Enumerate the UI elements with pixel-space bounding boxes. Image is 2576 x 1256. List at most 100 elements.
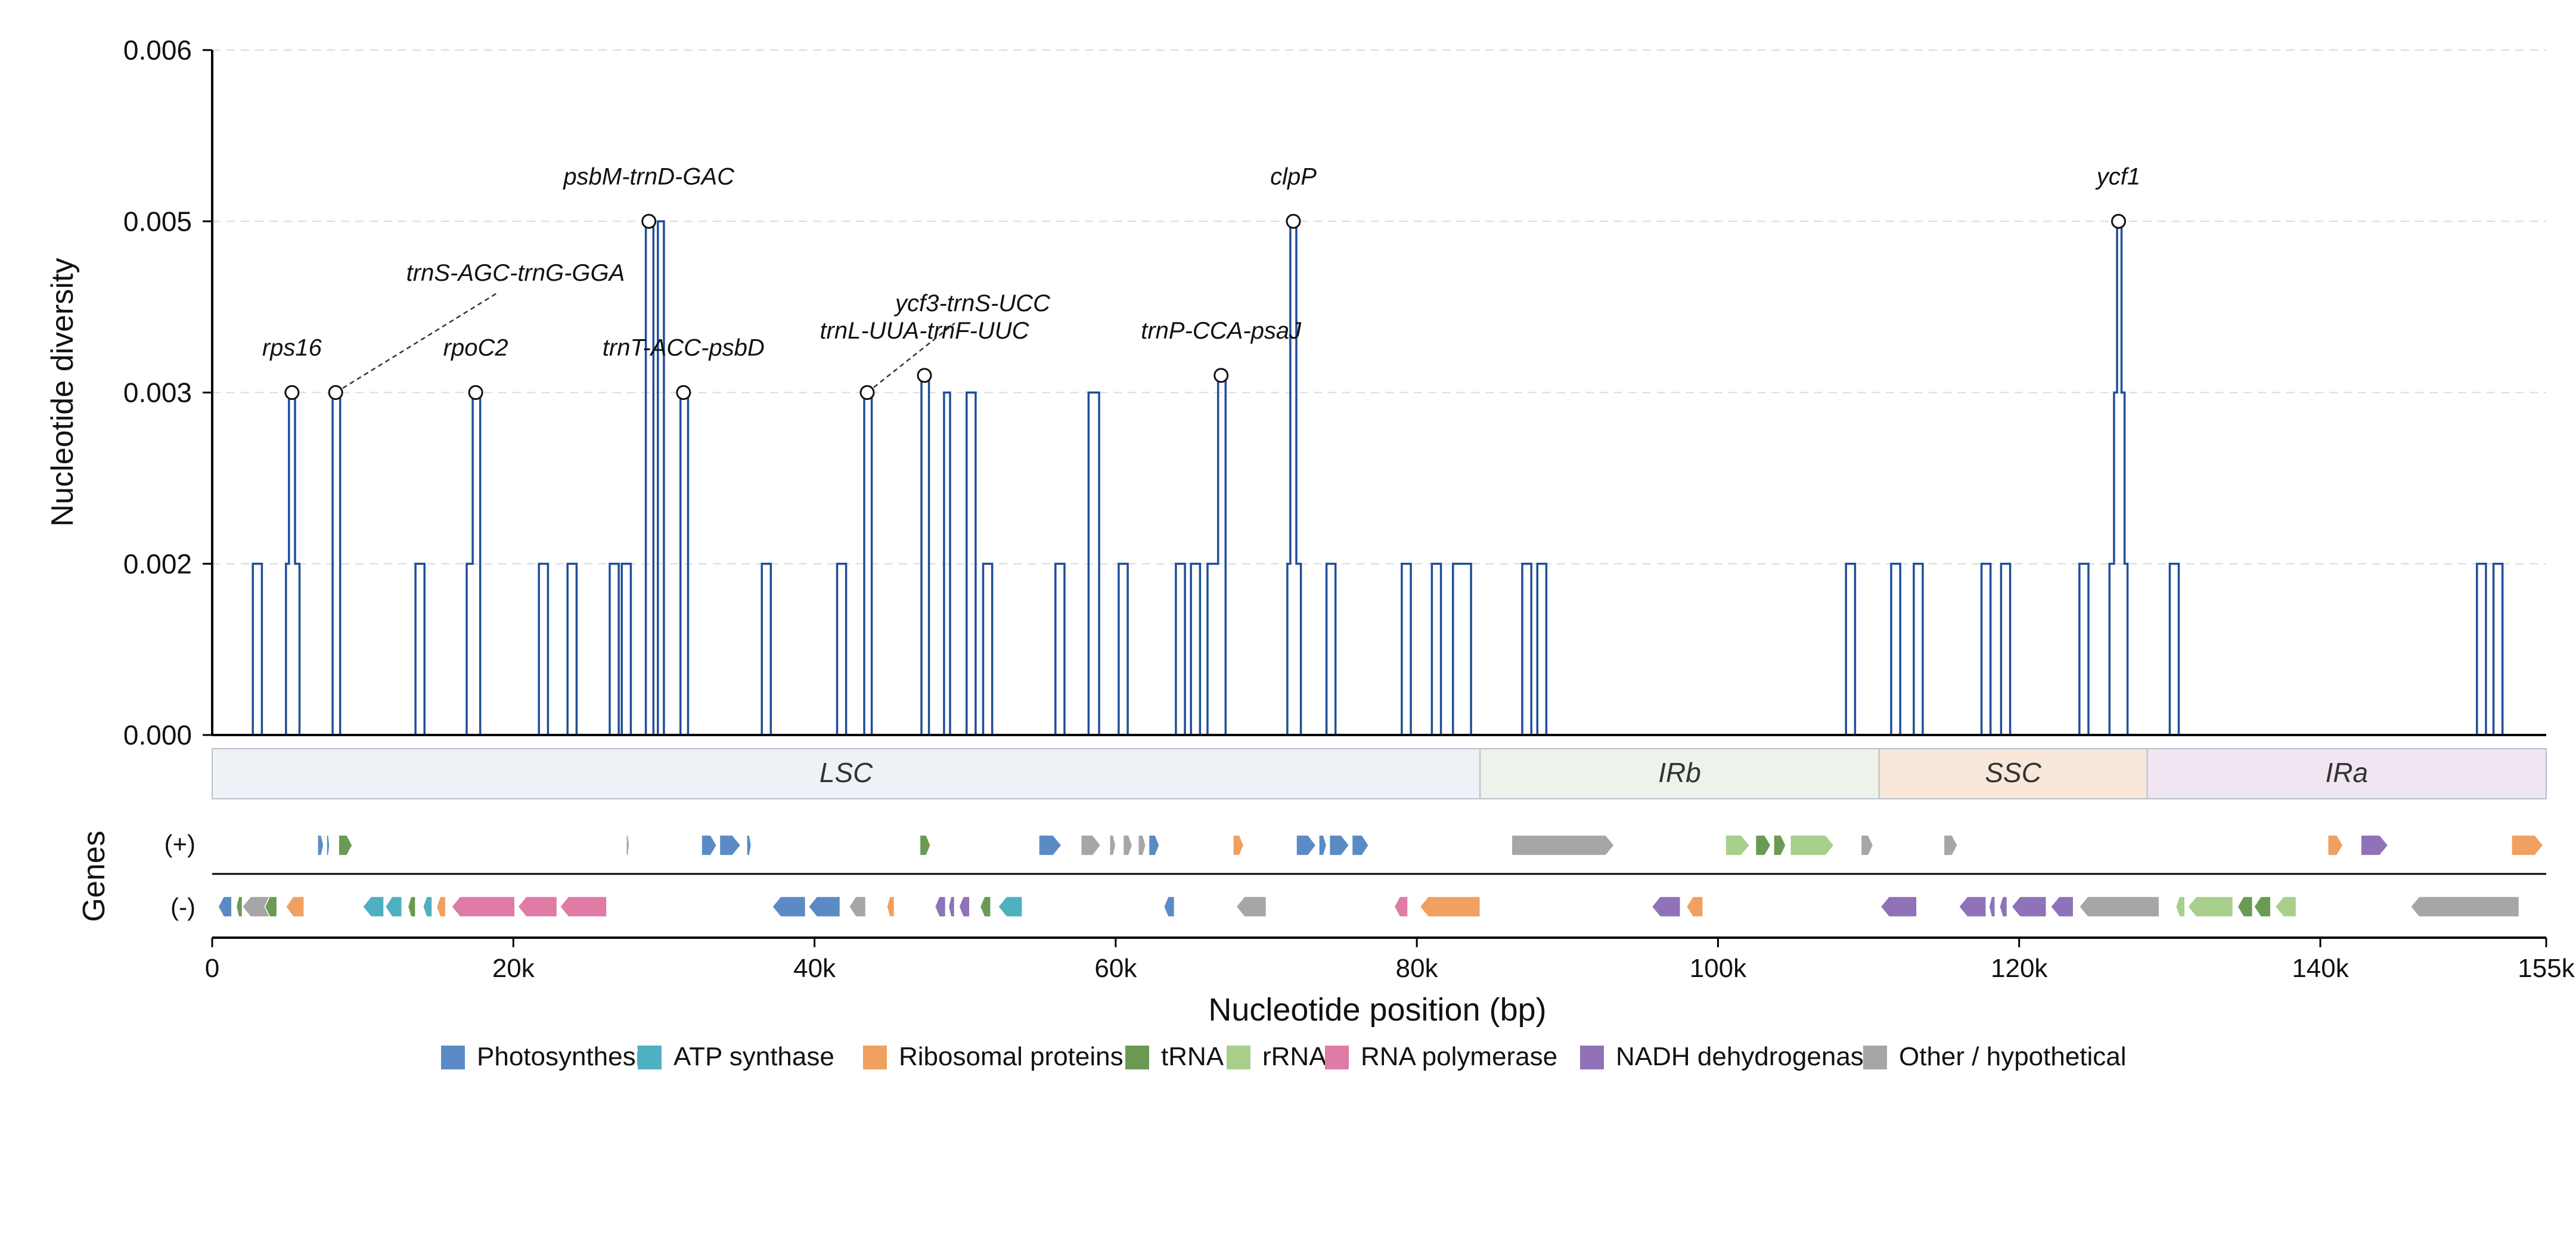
peak-annotations: rps16 trnS-AGC-trnG-GGA rpoC2 psbM-trnD-GAC… bbox=[262, 163, 2140, 400]
legend-swatch bbox=[638, 1046, 662, 1069]
peak-label: trnT-ACC-psbD bbox=[603, 335, 765, 361]
peak-label: trnS-AGC-trnG-GGA bbox=[406, 260, 625, 286]
peak-marker bbox=[2111, 213, 2126, 229]
legend-swatch bbox=[1227, 1046, 1250, 1069]
gene-arrow bbox=[1318, 835, 1327, 856]
gene-arrow bbox=[919, 835, 931, 856]
legend-label: NADH dehydrogenase bbox=[1616, 1042, 1878, 1071]
gene-arrow bbox=[1511, 835, 1615, 856]
legend-label: Other / hypothetical bbox=[1899, 1042, 2127, 1071]
peak-label: trnP-CCA-psaJ bbox=[1141, 318, 1302, 344]
genes-axis-label: Genes bbox=[77, 830, 111, 922]
gene-arrow bbox=[948, 896, 955, 917]
gene-arrow bbox=[1419, 896, 1481, 917]
gene-arrow bbox=[2410, 896, 2520, 917]
gene-arrow bbox=[362, 896, 384, 917]
gene-arrow bbox=[326, 835, 330, 856]
gene-arrow bbox=[1296, 835, 1317, 856]
gene-arrow bbox=[1122, 835, 1133, 856]
region-band bbox=[2146, 748, 2547, 799]
legend-label: Photosynthesis bbox=[477, 1042, 654, 1071]
annotation-leader bbox=[335, 291, 498, 393]
gene-arrow bbox=[719, 835, 741, 856]
gene-arrow bbox=[1686, 896, 1703, 917]
strand-minus-label: (-) bbox=[170, 893, 195, 921]
gene-arrow bbox=[517, 896, 558, 917]
gene-arrow bbox=[1755, 835, 1771, 856]
y-tick-label: 0.002 bbox=[123, 548, 192, 579]
legend-swatch bbox=[1125, 1046, 1149, 1069]
gene-arrow bbox=[384, 896, 403, 917]
gene-arrow bbox=[1860, 835, 1874, 856]
gene-tracks bbox=[212, 835, 2546, 917]
gene-arrow bbox=[422, 896, 433, 917]
gene-arrow bbox=[1109, 835, 1116, 856]
x-tick-label: 140k bbox=[2292, 954, 2349, 983]
gene-arrow bbox=[436, 896, 446, 917]
gene-arrow bbox=[1880, 896, 1917, 917]
x-tick-label: 60k bbox=[1094, 954, 1137, 983]
genome-regions: LSC IRb SSC IRa bbox=[212, 748, 2547, 799]
peak-label: rps16 bbox=[262, 335, 322, 361]
gene-arrow bbox=[934, 896, 946, 917]
gene-arrow bbox=[979, 896, 991, 917]
peak-marker bbox=[1286, 213, 1301, 229]
legend-swatch bbox=[1325, 1046, 1349, 1069]
gene-arrow bbox=[1393, 896, 1408, 917]
gene-arrow bbox=[1789, 835, 1835, 856]
gene-arrow bbox=[1148, 835, 1160, 856]
strand-plus-label: (+) bbox=[165, 830, 196, 858]
x-tick-label: 80k bbox=[1396, 954, 1439, 983]
gene-arrow bbox=[2360, 835, 2389, 856]
gene-arrow bbox=[771, 896, 806, 917]
gene-arrow bbox=[264, 896, 278, 917]
gene-arrow bbox=[317, 835, 324, 856]
gene-arrow bbox=[2011, 896, 2047, 917]
peak-marker bbox=[284, 385, 300, 400]
region-label: IRb bbox=[1658, 757, 1701, 788]
legend-swatch bbox=[1863, 1046, 1887, 1069]
peak-label: ycf1 bbox=[2095, 163, 2140, 190]
annotation-leader bbox=[867, 322, 955, 393]
gene-arrow bbox=[2237, 896, 2254, 917]
gene-arrow bbox=[1651, 896, 1681, 917]
axes bbox=[211, 50, 2546, 736]
gene-arrow bbox=[626, 835, 630, 856]
gene-arrow bbox=[2050, 896, 2074, 917]
gene-arrow bbox=[886, 896, 895, 917]
gene-arrow bbox=[1081, 835, 1101, 856]
legend-swatch bbox=[441, 1046, 465, 1069]
gene-arrow bbox=[1236, 896, 1267, 917]
gene-arrow bbox=[2274, 896, 2297, 917]
peak-marker bbox=[917, 368, 932, 383]
gene-arrow bbox=[1329, 835, 1350, 856]
gene-arrow bbox=[1773, 835, 1786, 856]
gene-arrow bbox=[2175, 896, 2186, 917]
gene-arrow bbox=[1999, 896, 2008, 917]
region-label: IRa bbox=[2325, 757, 2368, 788]
peak-label: trnL-UUA-trnF-UUC bbox=[820, 318, 1029, 344]
legend-label: tRNA bbox=[1161, 1042, 1224, 1071]
gene-arrow bbox=[848, 896, 867, 917]
legend-label: ATP synthase bbox=[674, 1042, 834, 1071]
gene-arrow bbox=[2078, 896, 2160, 917]
gene-arrow bbox=[2254, 896, 2271, 917]
region-band bbox=[1878, 748, 2148, 799]
gene-arrow bbox=[559, 896, 607, 917]
x-tick-label: 20k bbox=[492, 954, 535, 983]
legend-swatch bbox=[1580, 1046, 1604, 1069]
x-tick-label: 100k bbox=[1690, 954, 1747, 983]
peak-marker bbox=[641, 213, 657, 229]
y-gridlines bbox=[212, 49, 2546, 565]
x-tick-label: 0 bbox=[205, 954, 219, 983]
legend-label: RNA polymerase bbox=[1361, 1042, 1557, 1071]
y-tick-label: 0.000 bbox=[123, 720, 192, 751]
gene-arrow bbox=[2187, 896, 2234, 917]
peak-label: ycf3-trnS-UCC bbox=[893, 290, 1051, 317]
region-label: SSC bbox=[1985, 757, 2041, 788]
gene-arrow bbox=[1351, 835, 1370, 856]
gene-arrow bbox=[746, 835, 752, 856]
y-axis-label: Nucleotide diversity bbox=[45, 258, 80, 527]
